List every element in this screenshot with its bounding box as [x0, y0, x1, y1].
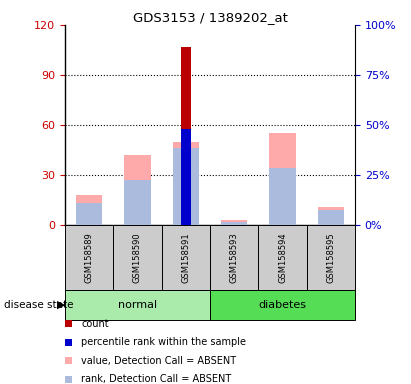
Text: rank, Detection Call = ABSENT: rank, Detection Call = ABSENT [81, 374, 232, 384]
Text: GSM158590: GSM158590 [133, 232, 142, 283]
Text: GSM158594: GSM158594 [278, 232, 287, 283]
Text: percentile rank within the sample: percentile rank within the sample [81, 337, 247, 347]
Title: GDS3153 / 1389202_at: GDS3153 / 1389202_at [133, 11, 287, 24]
Bar [180, 47, 191, 225]
Bar [124, 180, 151, 225]
Bar [318, 207, 344, 225]
Bar [221, 222, 247, 225]
Bar [76, 195, 102, 225]
Text: GSM158589: GSM158589 [85, 232, 94, 283]
Bar [76, 204, 102, 225]
Bar [318, 210, 344, 225]
Text: GSM158595: GSM158595 [326, 232, 335, 283]
Bar [173, 148, 199, 225]
Bar [173, 142, 199, 225]
Text: diabetes: diabetes [259, 300, 307, 310]
Text: GSM158591: GSM158591 [181, 232, 190, 283]
Text: ▶: ▶ [57, 300, 65, 310]
Text: GSM158593: GSM158593 [230, 232, 239, 283]
Bar [269, 133, 296, 225]
Text: normal: normal [118, 300, 157, 310]
Text: value, Detection Call = ABSENT: value, Detection Call = ABSENT [81, 356, 237, 366]
Text: disease state: disease state [4, 300, 74, 310]
Bar [180, 129, 191, 225]
Bar [269, 168, 296, 225]
Bar [124, 155, 151, 225]
Bar [221, 220, 247, 225]
Text: count: count [81, 319, 109, 329]
